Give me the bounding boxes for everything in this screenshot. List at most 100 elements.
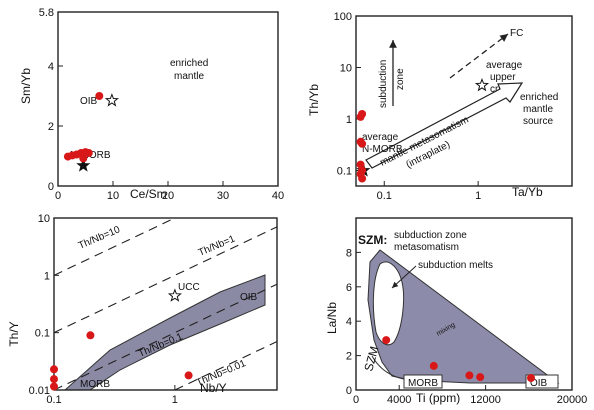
y-tick-label: 1 [346,114,352,126]
panel-b-nmorb-label-1: average [362,132,399,143]
panel-d-subduction-melts-field [372,261,405,346]
panel-b-subduction-label: subduction [378,60,389,108]
data-point [527,374,535,382]
data-point [429,361,438,370]
y-tick-label: 100 [334,11,352,23]
y-tick-label: 0.01 [29,385,50,397]
y-tick-label: 10 [38,213,50,225]
y-tick-label: 8 [346,247,352,259]
panel-d-szm-desc-1: subduction zone [394,230,467,241]
data-point [358,174,367,183]
panel-d-morb-label: MORB [408,378,438,389]
ratio-line [53,217,176,276]
y-tick-label: 4 [346,316,352,328]
panel-d-szm-desc-2: metasomatism [394,242,459,253]
reference-star [104,93,119,107]
panel-b-zone-label: zone [395,68,406,90]
ratio-line [53,226,278,334]
panel-a-oib-label: OIB [80,96,98,107]
panel-b-frame [355,15,573,187]
x-tick-label: 0 [353,394,359,406]
x-tick-label: 0 [55,190,61,202]
x-tick-label: 0.1 [377,190,392,202]
panel-d-ylabel: La/Nb [325,302,339,334]
data-point [50,365,58,374]
y-tick-label: 1 [44,270,50,282]
data-point [382,336,391,345]
ratio-line [174,341,278,391]
panel-d: 0 4000 12000 20000 0 2 4 6 8 La/Nb Ti (ppm) SZM:… [325,217,587,406]
y-tick-label: 6 [346,282,352,294]
data-point [358,110,367,118]
x-tick-label: 12000 [470,394,501,406]
panel-b-fc-label: FC [510,28,523,39]
panel-b-xlabel: Ta/Yb [512,185,543,199]
x-tick-label: 1 [172,394,178,406]
panel-c-ylabel: Th/Y [7,321,21,346]
panel-b: 0.1 1 0.1 1 10 100 Th/Yb Ta/Yb subduction zon… [307,11,573,202]
x-tick-label: 30 [217,190,229,202]
x-tick-label: 1 [475,190,481,202]
panel-d-szm-title: SZM: [358,233,387,247]
panel-b-crust-label-1: average [486,60,523,71]
ratio-line [53,283,278,391]
y-tick-label: 0.1 [337,165,352,177]
reference-star [474,78,490,92]
panel-d-oib-label: OIB [530,378,548,389]
data-point [95,92,104,100]
data-point [84,149,93,157]
panel-b-source-label-1: enriched [520,92,558,103]
data-point [358,139,367,148]
panel-b-crust-label-2: upper [490,72,516,83]
panel-c-oib-label: OIB [240,292,258,303]
data-point [476,373,485,382]
panel-a-ticks: 0 10 20 30 40 0 2 4 5.8 [39,7,284,202]
panel-d-morb-box [403,374,443,389]
x-tick-label: 20000 [557,394,588,406]
y-tick-label: 10 [340,62,352,74]
y-tick-label: 2 [48,121,54,133]
panel-c-ratio-lines [53,217,278,391]
panel-b-data-points [356,110,367,183]
panel-d-plot-area [355,217,573,391]
panel-b-plot-area [355,15,573,187]
data-point [50,375,58,384]
y-tick-label: 0.1 [35,328,50,340]
panel-b-source-label-3: source [523,116,553,127]
panel-c-data-points [50,331,193,391]
panel-a-mantle-label: mantle [174,71,204,82]
panel-d-melts-arrow [391,265,417,289]
panel-d-xlabel: Ti (ppm) [416,391,460,405]
panel-b-ticks: 0.1 1 0.1 1 10 100 [334,11,482,202]
y-tick-label: 5.8 [39,7,54,19]
panel-a-ylabel: Sm/Yb [19,68,33,104]
panel-a-xlabel: Ce/Sm [130,187,167,201]
panel-d-ticks: 0 4000 12000 20000 0 2 4 6 8 [346,247,587,406]
y-tick-label: 0 [48,181,54,193]
panel-b-nmorb-label-2: N-MORB [362,144,403,155]
y-tick-label: 4 [48,61,54,73]
panel-a: 0 10 20 30 40 0 2 4 5.8 Sm/Yb Ce/Sm enriched man… [19,7,284,202]
panel-a-data-points [63,92,104,163]
panel-c-ucc-label: UCC [178,282,200,293]
panel-b-ylabel: Th/Yb [307,84,321,116]
panel-c-reference-markers [167,288,182,302]
reference-star [167,288,182,302]
data-point [79,154,88,163]
x-tick-label: 10 [107,190,119,202]
panel-a-enriched-label: enriched [170,58,208,69]
panel-c-xlabel: Nb/Y [200,381,227,395]
panel-b-source-label-2: mantle [523,104,553,115]
data-point [50,382,58,391]
data-point [86,331,95,340]
panel-d-szm-label: SZM [361,345,381,373]
panel-b-fc-arrow [449,33,509,79]
y-tick-label: 2 [346,351,352,363]
y-tick-label: 0 [346,385,352,397]
panel-c-frame [53,217,278,391]
panel-b-metasomatism-arrow [365,82,524,169]
x-tick-label: 20 [162,190,174,202]
x-tick-label: 0.1 [46,394,61,406]
